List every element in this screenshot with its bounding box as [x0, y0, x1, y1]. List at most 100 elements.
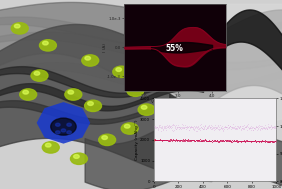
Point [225, 124, 230, 127]
Point [176, 139, 180, 142]
Circle shape [85, 56, 91, 60]
Point [264, 140, 268, 143]
Point [226, 127, 230, 130]
Point [157, 126, 161, 129]
Point [244, 125, 248, 128]
Point [225, 139, 230, 142]
Point [169, 125, 173, 128]
Point [261, 126, 265, 129]
Point [205, 140, 210, 143]
Point [184, 139, 188, 142]
Point [246, 140, 251, 143]
Point [218, 127, 223, 130]
Point [153, 139, 158, 142]
Point [221, 129, 225, 132]
X-axis label: Voltage/V(vs. Na/Na⁺): Voltage/V(vs. Na/Na⁺) [151, 100, 199, 104]
Point [240, 139, 244, 142]
Point [155, 128, 160, 131]
Point [198, 139, 203, 142]
Point [208, 125, 212, 128]
Point [251, 126, 255, 129]
Point [169, 139, 174, 142]
Point [165, 138, 169, 141]
Point [168, 125, 172, 128]
Point [269, 124, 273, 127]
Point [269, 124, 274, 127]
Point [205, 125, 210, 128]
Point [257, 124, 261, 127]
Point [155, 138, 159, 141]
Point [259, 140, 263, 143]
Point [240, 126, 244, 129]
Point [166, 139, 170, 142]
Point [230, 125, 234, 128]
Point [153, 138, 157, 141]
Point [249, 139, 254, 142]
Point [247, 139, 252, 143]
Point [209, 124, 213, 127]
Point [258, 127, 263, 130]
Circle shape [74, 155, 79, 158]
Point [159, 139, 164, 142]
Point [215, 139, 219, 142]
Point [206, 124, 211, 127]
Point [185, 138, 189, 141]
Point [257, 125, 261, 129]
Circle shape [67, 123, 71, 126]
Point [221, 139, 225, 142]
Point [229, 126, 233, 129]
Point [255, 139, 259, 143]
Point [228, 124, 232, 127]
Point [249, 139, 253, 143]
Point [179, 138, 184, 141]
Point [229, 126, 234, 129]
Point [194, 124, 198, 127]
Point [207, 139, 211, 142]
Circle shape [141, 105, 147, 109]
Point [248, 139, 252, 142]
Point [237, 139, 242, 143]
Point [163, 126, 167, 129]
Point [228, 139, 233, 143]
Point [171, 138, 176, 141]
Point [256, 140, 261, 143]
Point [173, 126, 178, 129]
Point [231, 139, 235, 143]
Point [193, 139, 198, 142]
Point [274, 127, 278, 130]
Point [168, 125, 172, 129]
Point [181, 138, 186, 141]
Point [200, 127, 204, 130]
Point [231, 126, 235, 129]
Point [221, 140, 226, 143]
Point [237, 126, 241, 129]
Point [168, 124, 173, 127]
Point [244, 139, 249, 142]
Point [227, 139, 232, 142]
Point [191, 139, 195, 142]
Circle shape [130, 87, 136, 90]
Point [272, 141, 276, 144]
Point [233, 139, 238, 142]
Point [194, 129, 199, 132]
Point [166, 124, 171, 127]
Point [252, 138, 257, 141]
Point [248, 127, 253, 130]
Point [241, 140, 246, 143]
Point [270, 125, 275, 128]
Point [195, 129, 200, 132]
Point [212, 126, 217, 129]
Point [176, 138, 181, 141]
Point [173, 138, 178, 141]
Point [202, 139, 206, 142]
Point [236, 125, 241, 129]
Point [170, 124, 175, 127]
Circle shape [102, 136, 107, 139]
Point [194, 139, 199, 142]
Point [253, 139, 257, 142]
Point [159, 125, 163, 128]
Point [230, 125, 235, 128]
Point [261, 126, 265, 129]
Point [169, 138, 173, 141]
Circle shape [124, 124, 130, 128]
